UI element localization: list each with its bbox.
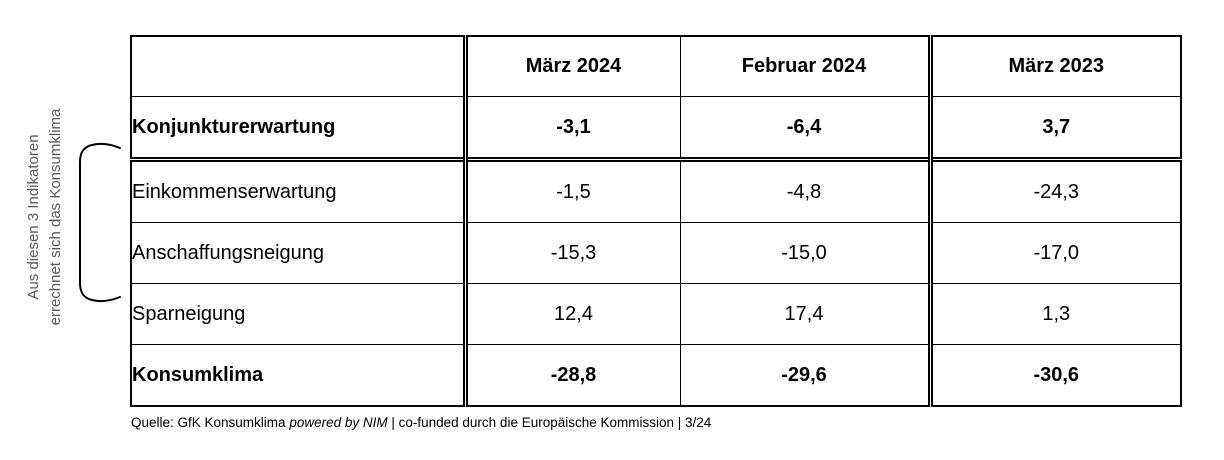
source-note: Quelle: GfK Konsumklima powered by NIM |… [131, 415, 711, 430]
table-row-sparneigung: Sparneigung 12,4 17,4 1,3 [130, 283, 1182, 345]
annotation-text: Aus diesen 3 Indikatoren errechnet sich … [23, 82, 69, 352]
source-powered-by: powered by NIM [289, 415, 388, 430]
header-empty-cell [130, 35, 466, 97]
table-row-einkommenserwartung: Einkommenserwartung -1,5 -4,8 -24,3 [130, 157, 1182, 223]
cell-value: -28,8 [462, 344, 681, 407]
row-label: Konsumklima [130, 344, 466, 407]
cell-value: -15,3 [462, 222, 681, 284]
cell-value: -3,1 [462, 96, 681, 160]
consumer-climate-table: März 2024 Februar 2024 März 2023 Konjunk… [130, 35, 1182, 407]
cell-value: -1,5 [462, 157, 681, 223]
cell-value: -6,4 [679, 96, 931, 160]
row-label: Anschaffungsneigung [130, 222, 466, 284]
cell-value: 3,7 [927, 96, 1182, 160]
header-maerz-2024: März 2024 [462, 35, 681, 97]
annotation-line-2: errechnet sich das Konsumklima [47, 108, 64, 326]
cell-value: -29,6 [679, 344, 931, 407]
annotation-line-1: Aus diesen 3 Indikatoren [25, 134, 42, 300]
table-row-anschaffungsneigung: Anschaffungsneigung -15,3 -15,0 -17,0 [130, 222, 1182, 284]
cell-value: 17,4 [679, 283, 931, 345]
cell-value: -30,6 [927, 344, 1182, 407]
cell-value: 12,4 [462, 283, 681, 345]
row-label: Konjunkturerwartung [130, 96, 466, 160]
row-label: Einkommenserwartung [130, 157, 466, 223]
table-row-konjunkturerwartung: Konjunkturerwartung -3,1 -6,4 3,7 [130, 96, 1182, 160]
source-suffix: | co-funded durch die Europäische Kommis… [387, 415, 712, 430]
header-maerz-2023: März 2023 [927, 35, 1182, 97]
table-row-konsumklima: Konsumklima -28,8 -29,6 -30,6 [130, 344, 1182, 407]
row-label: Sparneigung [130, 283, 466, 345]
cell-value: -24,3 [927, 157, 1182, 223]
cell-value: -15,0 [679, 222, 931, 284]
cell-value: -17,0 [927, 222, 1182, 284]
table-header-row: März 2024 Februar 2024 März 2023 [130, 35, 1182, 97]
source-prefix: Quelle: GfK Konsumklima [131, 415, 290, 430]
header-februar-2024: Februar 2024 [679, 35, 931, 97]
cell-value: -4,8 [679, 157, 931, 223]
bracket-shape [79, 143, 121, 302]
cell-value: 1,3 [927, 283, 1182, 345]
